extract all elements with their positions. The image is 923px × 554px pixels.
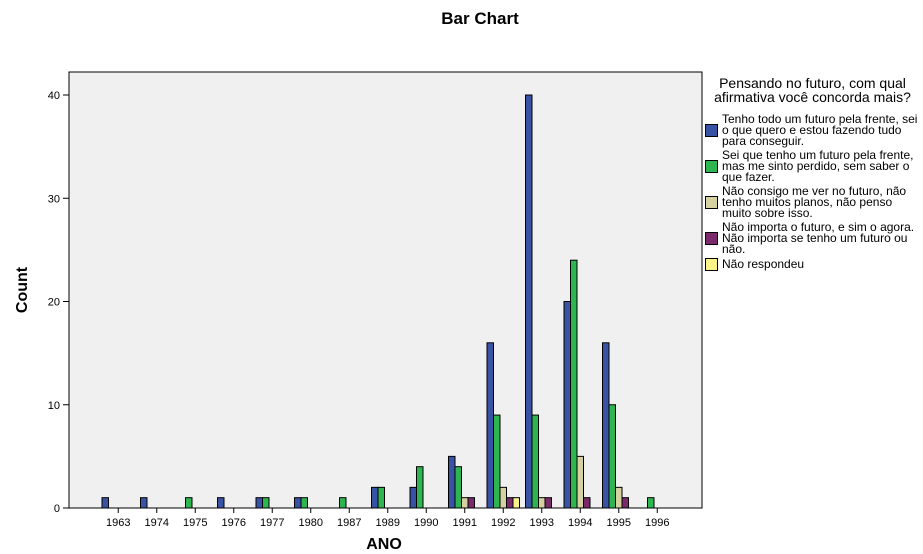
bar-1993-series-2	[531, 414, 539, 509]
x-axis-title: ANO	[366, 536, 402, 553]
bar-1991-series-1	[448, 455, 456, 509]
bar-1992-series-5	[512, 497, 520, 509]
bar-1994-series-2	[570, 259, 578, 509]
x-tick-label-1989: 1989	[376, 517, 400, 529]
x-tick-label-1991: 1991	[453, 517, 477, 529]
bar-1994-series-3	[576, 455, 584, 509]
y-tick-label-10: 10	[48, 400, 60, 412]
y-axis: 0 10 20 30 40	[48, 90, 69, 515]
bar-1994-series-4	[583, 497, 591, 509]
bar-1989-series-2	[377, 486, 385, 509]
y-tick-label-0: 0	[54, 503, 60, 515]
bar-1991-series-2	[454, 466, 462, 509]
bar-1989-series-1	[371, 486, 379, 509]
bar-1993-series-4	[544, 497, 552, 509]
x-tick-label-1995: 1995	[607, 517, 631, 529]
legend-item-5: Não respondeu	[705, 258, 920, 271]
bar-1980-series-1	[294, 497, 302, 509]
plot-area	[68, 71, 703, 509]
x-tick-label-1977: 1977	[260, 517, 284, 529]
legend-item-2: Sei que tenho um futuro pela frente, mas…	[705, 148, 920, 184]
bar-1987-series-2	[339, 497, 347, 509]
legend-swatch-2	[705, 160, 718, 173]
bar-1980-series-2	[300, 497, 308, 509]
y-tick-label-20: 20	[48, 297, 60, 309]
legend: Pensando no futuro, com qual afirmativa …	[705, 76, 920, 274]
bar-1992-series-2	[493, 414, 501, 509]
x-tick-label-1993: 1993	[530, 517, 554, 529]
bar-1994-series-1	[563, 301, 571, 509]
bar-1976-series-1	[217, 497, 225, 509]
bar-1995-series-2	[608, 404, 616, 509]
y-tick-label-40: 40	[48, 90, 60, 102]
legend-title: Pensando no futuro, com qual afirmativa …	[714, 75, 911, 105]
x-tick-label-1996: 1996	[645, 517, 669, 529]
x-tick-label-1994: 1994	[568, 517, 592, 529]
bar-1993-series-3	[538, 497, 546, 509]
chart-title: Bar Chart	[441, 9, 519, 28]
bar-1975-series-2	[185, 497, 193, 509]
x-tick-label-1975: 1975	[183, 517, 207, 529]
x-tick-label-1963: 1963	[106, 517, 130, 529]
x-axis: 1963 1974 1975 1976 1977 1980 1987 1989 1990 1991…	[106, 508, 669, 529]
legend-swatch-1	[705, 124, 718, 137]
bar-1974-series-1	[140, 497, 148, 509]
bar-1992-series-1	[486, 342, 494, 509]
legend-label-3: Não consigo me ver no futuro, não tenho …	[722, 184, 907, 220]
x-tick-label-1990: 1990	[414, 517, 438, 529]
legend-label-5: Não respondeu	[722, 257, 805, 271]
x-tick-label-1992: 1992	[491, 517, 515, 529]
legend-label-2: Sei que tenho um futuro pela frente, mas…	[722, 148, 914, 184]
legend-swatch-3	[705, 196, 718, 209]
bar-1963-series-1	[101, 497, 109, 509]
bars-group	[101, 94, 655, 509]
bar-1993-series-1	[525, 94, 533, 509]
legend-label-4: Não importa o futuro, e sim o agora. Não…	[722, 220, 915, 256]
bar-1996-series-2	[647, 497, 655, 509]
y-axis-title: Count	[14, 266, 31, 313]
x-tick-label-1980: 1980	[299, 517, 323, 529]
bar-1992-series-3	[499, 486, 507, 509]
legend-swatch-4	[705, 232, 718, 245]
legend-item-3: Não consigo me ver no futuro, não tenho …	[705, 184, 920, 220]
bar-1995-series-4	[621, 497, 629, 509]
bar-1977-series-1	[255, 497, 263, 509]
bar-1977-series-2	[262, 497, 270, 509]
legend-item-4: Não importa o futuro, e sim o agora. Não…	[705, 220, 920, 256]
bar-1991-series-3	[461, 497, 469, 509]
x-tick-label-1976: 1976	[222, 517, 246, 529]
bar-1990-series-1	[409, 486, 417, 509]
legend-label-1: Tenho todo um futuro pela frente, sei o …	[722, 112, 918, 148]
bar-1990-series-2	[416, 466, 424, 509]
bar-1995-series-1	[602, 342, 610, 509]
legend-item-1: Tenho todo um futuro pela frente, sei o …	[705, 112, 920, 148]
legend-items: Tenho todo um futuro pela frente, sei o …	[705, 112, 920, 271]
bar-1992-series-4	[506, 497, 514, 509]
bar-1991-series-4	[467, 497, 475, 509]
x-tick-label-1987: 1987	[337, 517, 361, 529]
legend-swatch-5	[705, 258, 718, 271]
bar-1995-series-3	[615, 486, 623, 509]
y-tick-label-30: 30	[48, 193, 60, 205]
x-tick-label-1974: 1974	[145, 517, 169, 529]
